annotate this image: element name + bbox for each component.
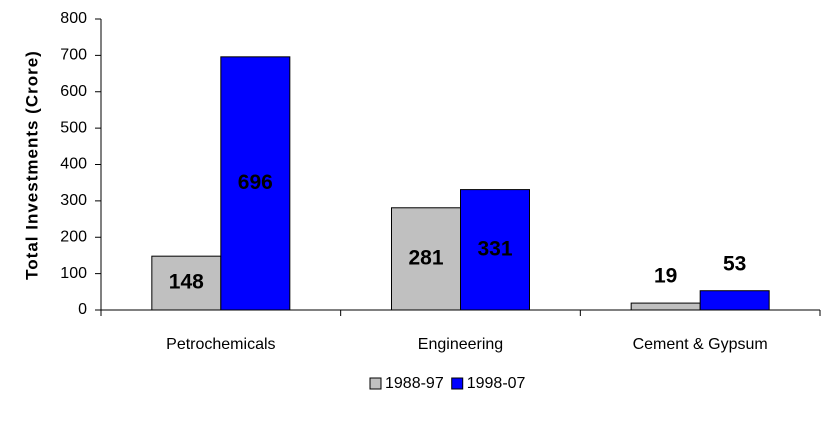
legend-label: 1998-07 <box>467 375 526 392</box>
x-tick-label: Petrochemicals <box>166 336 275 353</box>
data-label: 148 <box>169 271 204 294</box>
bar <box>699 290 770 311</box>
y-tick-label: 300 <box>60 192 87 209</box>
data-label: 281 <box>408 246 443 269</box>
data-label: 53 <box>723 252 746 275</box>
y-tick-label: 400 <box>60 156 87 173</box>
data-label: 696 <box>238 171 273 194</box>
legend-swatch <box>369 377 382 390</box>
y-tick-label: 200 <box>60 228 87 245</box>
data-label: 331 <box>477 237 512 260</box>
y-tick-label: 0 <box>78 301 87 318</box>
y-tick-label: 700 <box>60 47 87 64</box>
y-tick-label: 500 <box>60 119 87 136</box>
legend-label: 1988-97 <box>385 375 444 392</box>
y-tick-label: 800 <box>60 10 87 27</box>
bar <box>630 302 701 311</box>
legend-swatch <box>451 377 464 390</box>
y-axis-title: Total Investments (Crore) <box>22 50 41 280</box>
y-tick-label: 600 <box>60 83 87 100</box>
data-label: 19 <box>654 265 677 288</box>
x-tick-label: Cement & Gypsum <box>633 336 768 353</box>
y-tick-label: 100 <box>60 265 87 282</box>
x-tick-label: Engineering <box>418 336 503 353</box>
